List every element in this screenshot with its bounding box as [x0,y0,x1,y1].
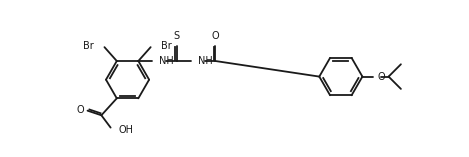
Text: NH: NH [159,56,174,66]
Text: Br: Br [83,41,94,51]
Text: S: S [174,31,180,41]
Text: O: O [377,72,385,82]
Text: O: O [212,31,219,41]
Text: Br: Br [161,41,172,51]
Text: NH: NH [197,56,212,66]
Text: O: O [76,105,83,115]
Text: OH: OH [118,125,133,135]
